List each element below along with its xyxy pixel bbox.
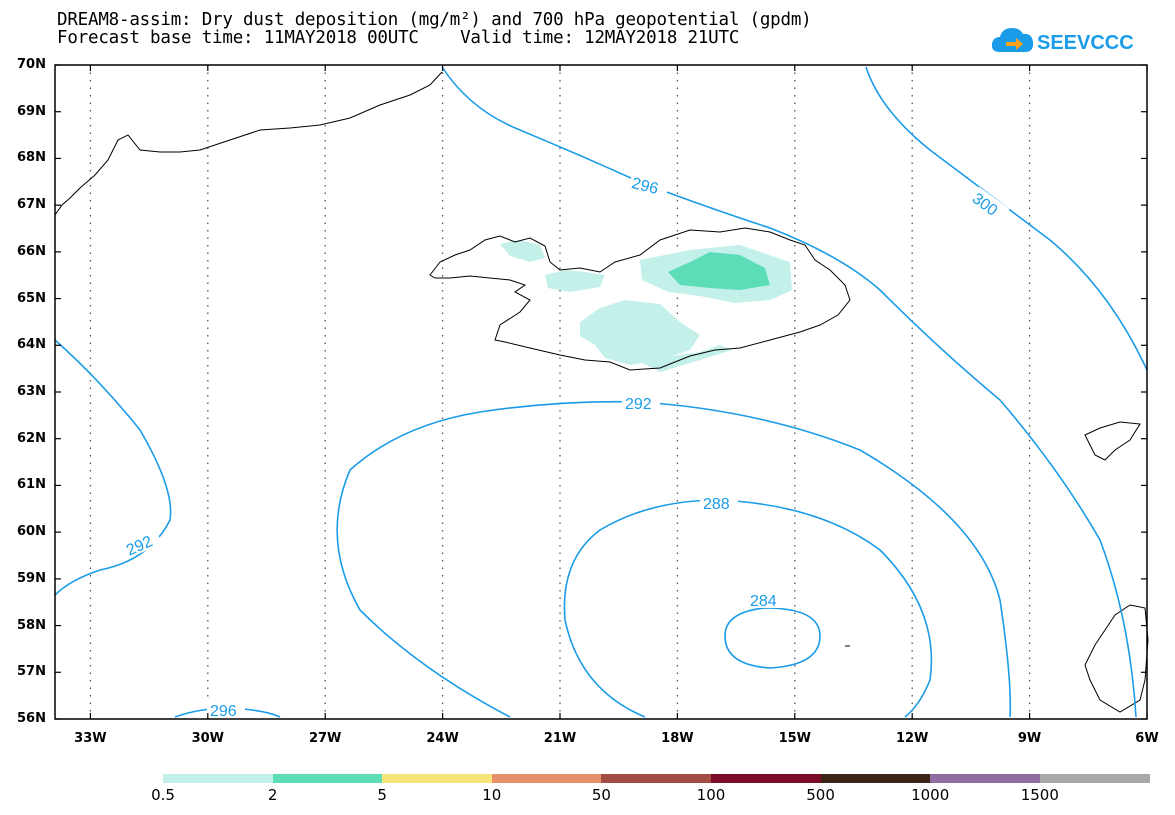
lat-label-66N: 66N bbox=[17, 243, 46, 259]
dust-deposition-shading bbox=[500, 240, 792, 372]
contour-label-296: 296 bbox=[630, 175, 660, 198]
lon-label-15W: 15W bbox=[778, 731, 812, 746]
lon-label-6W: 6W bbox=[1135, 731, 1159, 746]
logo-text: SEEVCCC bbox=[1037, 32, 1134, 54]
chart-title-line2: Forecast base time: 11MAY2018 00UTC Vali… bbox=[57, 28, 740, 48]
lon-label-27W: 27W bbox=[308, 731, 342, 746]
lon-label-30W: 30W bbox=[191, 731, 225, 746]
lat-label-63N: 63N bbox=[17, 384, 46, 399]
legend-label: 500 bbox=[806, 786, 835, 804]
contour-label-296-south: 296 bbox=[210, 703, 237, 720]
legend-label: 10 bbox=[482, 786, 502, 804]
legend-swatch bbox=[382, 774, 493, 783]
lat-label-61N: 61N bbox=[17, 477, 46, 493]
gridlines bbox=[89, 65, 1031, 719]
lat-label-58N: 58N bbox=[17, 617, 46, 633]
legend-label: 1500 bbox=[1020, 786, 1059, 804]
lon-label-33W: 33W bbox=[74, 731, 107, 746]
legend-label: 2 bbox=[267, 786, 278, 804]
contour-label-284: 284 bbox=[750, 593, 777, 610]
lon-label-18W: 18W bbox=[661, 731, 694, 746]
contour-label-288: 288 bbox=[703, 496, 730, 513]
lat-label-70N: 70N bbox=[17, 57, 46, 72]
chart-title-line1: DREAM8-assim: Dry dust deposition (mg/m²… bbox=[57, 10, 812, 30]
lon-label-24W: 24W bbox=[426, 731, 459, 746]
lat-label-64N: 64N bbox=[17, 337, 46, 353]
axis-ticks bbox=[55, 64, 1148, 720]
legend-swatch bbox=[820, 774, 932, 783]
seevccc-logo: SEEVCCC bbox=[991, 28, 1134, 54]
lat-label-65N: 65N bbox=[17, 290, 46, 306]
legend-swatch bbox=[711, 774, 822, 783]
legend-swatch bbox=[491, 774, 603, 783]
legend-label: 50 bbox=[591, 786, 611, 804]
lon-label-9W: 9W bbox=[1017, 731, 1042, 746]
lat-label-56N: 56N bbox=[17, 711, 46, 726]
plot-frame bbox=[54, 64, 1148, 720]
legend-label: 0.5 bbox=[151, 786, 175, 804]
legend-label: 100 bbox=[696, 786, 726, 804]
legend-label: 1000 bbox=[911, 786, 950, 804]
contour-label-292: 292 bbox=[625, 396, 652, 413]
lat-label-68N: 68N bbox=[17, 150, 46, 166]
lat-label-69N: 69N bbox=[17, 103, 46, 119]
legend-swatch bbox=[272, 774, 384, 783]
lat-label-57N: 57N bbox=[17, 664, 46, 680]
lat-label-59N: 59N bbox=[17, 570, 46, 586]
legend-swatch bbox=[930, 774, 1041, 783]
legend-swatch bbox=[163, 774, 274, 783]
contour-labels: 296 300 292 292 288 284 296 bbox=[119, 171, 1010, 720]
legend-swatch bbox=[1039, 774, 1151, 783]
lat-label-62N: 62N bbox=[17, 430, 46, 446]
lon-label-12W: 12W bbox=[895, 731, 929, 746]
lon-label-21W: 21W bbox=[543, 731, 577, 746]
legend-swatch bbox=[601, 774, 712, 783]
legend-label: 5 bbox=[377, 786, 387, 804]
geopotential-contours bbox=[54, 66, 1148, 718]
coastlines bbox=[54, 71, 1149, 713]
lat-label-60N: 60N bbox=[17, 524, 46, 540]
cloud-arrow-icon bbox=[991, 28, 1034, 52]
lat-label-67N: 67N bbox=[17, 197, 46, 213]
